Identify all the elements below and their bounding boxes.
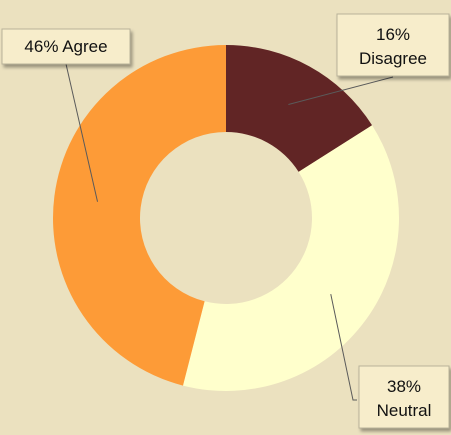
slice-disagree <box>226 45 373 172</box>
leader-lines <box>65 63 394 401</box>
label-agree-text: 46% Agree <box>24 37 107 56</box>
label-disagree: 16% Disagree <box>336 13 450 77</box>
leader-line-disagree <box>288 76 394 106</box>
label-neutral: 38% Neutral <box>358 365 450 429</box>
donut-slices <box>53 45 399 391</box>
leader-line-agree <box>65 63 99 202</box>
label-neutral-name: Neutral <box>377 401 432 420</box>
label-neutral-pct: 38% <box>387 377 421 396</box>
label-agree: 46% Agree <box>1 28 131 65</box>
slice-neutral <box>182 125 399 391</box>
label-disagree-name: Disagree <box>359 49 427 68</box>
slice-agree <box>53 45 226 386</box>
label-disagree-pct: 16% <box>376 25 410 44</box>
leader-line-neutral <box>330 294 357 401</box>
